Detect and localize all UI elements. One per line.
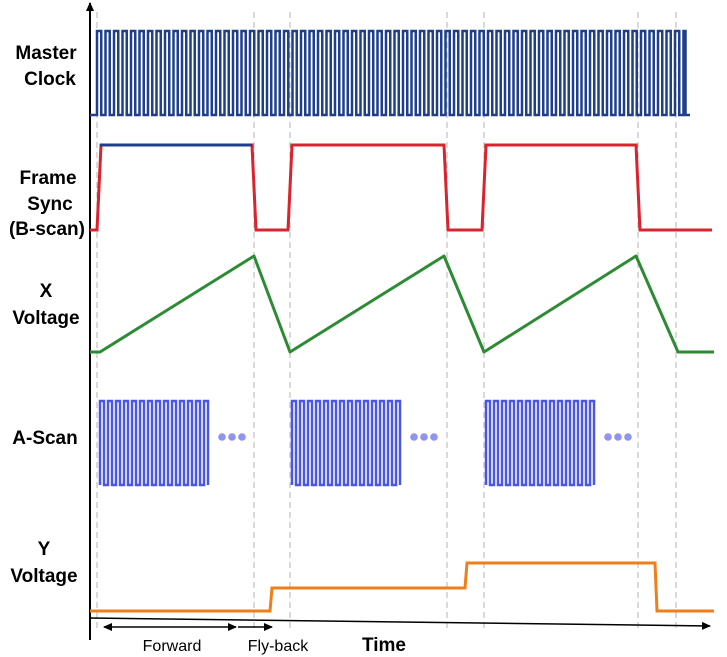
y-voltage-label-line2: Voltage — [10, 566, 77, 587]
forward-label: Forward — [143, 638, 202, 655]
a-scan-burst-1 — [98, 399, 210, 487]
a-scan-dot — [604, 433, 612, 441]
a-scan-dot — [410, 433, 418, 441]
x-voltage-label-line2: Voltage — [12, 308, 79, 329]
a-scan-dot — [420, 433, 428, 441]
a-scan-dot — [614, 433, 622, 441]
a-scan-continuation-dots — [218, 433, 632, 441]
master-clock-label-line2: Clock — [24, 69, 76, 90]
frame-sync-waveform — [90, 143, 712, 232]
a-scan-dot — [624, 433, 632, 441]
a-scan-dot — [430, 433, 438, 441]
fly-back-label: Fly-back — [248, 638, 309, 655]
a-scan-dot — [218, 433, 226, 441]
a-scan-burst-2 — [290, 399, 402, 487]
a-scan-burst-3 — [484, 399, 596, 487]
y-voltage-staircase — [90, 561, 714, 613]
master-clock-waveform — [90, 29, 690, 117]
frame-sync-label: Frame — [19, 168, 76, 189]
frame-sync-label-line2: Sync — [27, 194, 73, 215]
x-voltage-sawtooth — [90, 254, 714, 354]
x-voltage-label: X — [40, 281, 53, 302]
time-axis — [89, 617, 711, 630]
a-scan-dot — [228, 433, 236, 441]
a-scan-dot — [238, 433, 246, 441]
y-voltage-label: Y — [38, 539, 51, 560]
time-axis-label: Time — [362, 635, 406, 656]
master-clock-label: Master — [15, 43, 77, 64]
frame-sync-label-line3: (B-scan) — [9, 219, 85, 240]
a-scan-label: A-Scan — [12, 428, 77, 449]
